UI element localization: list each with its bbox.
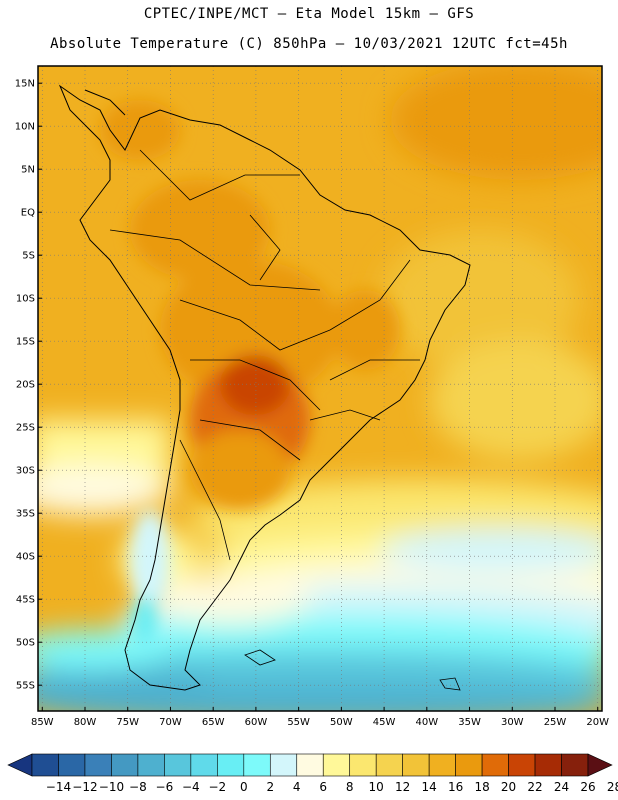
colorbar-swatch bbox=[190, 753, 218, 777]
colorbar-swatch bbox=[481, 753, 509, 777]
lon-tick-label: 20W bbox=[586, 717, 609, 728]
colorbar-tick-label: 18 bbox=[474, 780, 490, 794]
colorbar-tick-label: 16 bbox=[447, 780, 464, 794]
colorbar-tick-label: 10 bbox=[368, 780, 384, 794]
lon-tick-label: 40W bbox=[416, 717, 439, 728]
colorbar-swatch bbox=[455, 753, 483, 777]
lat-tick-label: 30S bbox=[16, 466, 35, 477]
colorbar-swatch bbox=[58, 753, 86, 777]
lat-tick-label: 20S bbox=[16, 380, 35, 391]
colorbar-tick-label: −6 bbox=[155, 780, 174, 794]
borders bbox=[109, 149, 420, 561]
colorbar-tick-label: 0 bbox=[239, 780, 248, 794]
coastlines bbox=[58, 84, 471, 691]
lat-tick-label: 10S bbox=[16, 294, 35, 305]
longitude-labels: 85W 80W 75W 70W 65W 60W 55W 50W 45W 40W 35W 30W 25W 2… bbox=[31, 707, 609, 728]
title-line-1: CPTEC/INPE/MCT – Eta Model 15km – GFS bbox=[143, 6, 475, 22]
colorbar-swatch bbox=[508, 753, 536, 777]
temperature-field bbox=[38, 66, 602, 711]
lon-tick-label: 25W bbox=[544, 717, 567, 728]
lat-tick-label: EQ bbox=[21, 208, 35, 219]
lon-tick-label: 75W bbox=[116, 717, 139, 728]
colorbar-tick-label: −2 bbox=[208, 780, 227, 794]
lat-tick-label: 15S bbox=[16, 337, 35, 348]
colorbar-swatch bbox=[375, 753, 403, 777]
colorbar-arrow-high bbox=[587, 753, 613, 777]
colorbar-tick-label: 2 bbox=[266, 780, 275, 794]
colorbar-swatch bbox=[349, 753, 377, 777]
colorbar-tick-label: 14 bbox=[421, 780, 437, 794]
colorbar-swatch bbox=[402, 753, 430, 777]
colorbar-tick-label: −10 bbox=[98, 780, 125, 794]
lon-tick-label: 80W bbox=[74, 717, 97, 728]
lon-tick-label: 45W bbox=[373, 717, 396, 728]
lon-tick-label: 30W bbox=[501, 717, 524, 728]
colorbar-swatch bbox=[322, 753, 351, 777]
lat-tick-label: 55S bbox=[16, 681, 35, 692]
map-frame bbox=[37, 65, 603, 712]
lon-tick-label: 55W bbox=[287, 717, 310, 728]
lon-tick-label: 50W bbox=[330, 717, 353, 728]
lat-tick-label: 10N bbox=[15, 122, 35, 133]
colorbar bbox=[7, 753, 613, 777]
colorbar-tick-label: 28 bbox=[606, 780, 618, 794]
colorbar-swatch bbox=[217, 753, 245, 777]
lon-tick-label: 85W bbox=[31, 717, 54, 728]
colorbar-swatch bbox=[534, 753, 562, 777]
colorbar-swatch bbox=[31, 753, 59, 777]
colorbar-tick-label: 12 bbox=[395, 780, 411, 794]
colorbar-swatch bbox=[243, 753, 271, 777]
colorbar-swatch bbox=[269, 753, 298, 777]
lon-tick-label: 70W bbox=[159, 717, 182, 728]
colorbar-tick-label: −8 bbox=[129, 780, 147, 794]
colorbar-tick-label: 6 bbox=[319, 780, 328, 794]
colorbar-swatch bbox=[137, 753, 165, 777]
colorbar-tick-label: 4 bbox=[292, 780, 301, 794]
colorbar-tick-label: −12 bbox=[72, 780, 98, 794]
lat-tick-label: 40S bbox=[16, 552, 35, 563]
colorbar-swatch bbox=[111, 753, 139, 777]
colorbar-arrow-low bbox=[7, 753, 33, 777]
latitude-labels: 15N 10N 5N EQ 5S 10S 15S 20S 25S 30S 35S 40S 45S 50S 5… bbox=[15, 79, 42, 692]
colorbar-swatch bbox=[428, 753, 456, 777]
colorbar-tick-label: 20 bbox=[500, 780, 517, 794]
colorbar-tick-label: 22 bbox=[527, 780, 543, 794]
colorbar-swatch bbox=[561, 753, 589, 777]
lat-tick-label: 5S bbox=[22, 251, 35, 262]
lon-tick-label: 60W bbox=[245, 717, 268, 728]
colorbar-swatch bbox=[296, 753, 324, 777]
title-line-2: Absolute Temperature (C) 850hPa – 10/03/… bbox=[50, 36, 568, 52]
lon-tick-label: 65W bbox=[202, 717, 225, 728]
lat-tick-label: 15N bbox=[15, 79, 35, 90]
colorbar-tick-label: 8 bbox=[345, 780, 354, 794]
colorbar-tick-label: −4 bbox=[181, 780, 200, 794]
lat-tick-label: 50S bbox=[16, 638, 35, 649]
lat-tick-label: 45S bbox=[16, 595, 35, 606]
colorbar-tick-label: −14 bbox=[45, 780, 72, 794]
lat-tick-label: 35S bbox=[16, 509, 35, 520]
colorbar-tick-label: 24 bbox=[553, 780, 570, 794]
colorbar-tick-label: 26 bbox=[580, 780, 596, 794]
lon-tick-label: 35W bbox=[458, 717, 481, 728]
lat-tick-label: 5N bbox=[21, 165, 35, 176]
lat-tick-label: 25S bbox=[16, 423, 35, 434]
colorbar-swatch bbox=[164, 753, 192, 777]
colorbar-swatch bbox=[84, 753, 112, 777]
